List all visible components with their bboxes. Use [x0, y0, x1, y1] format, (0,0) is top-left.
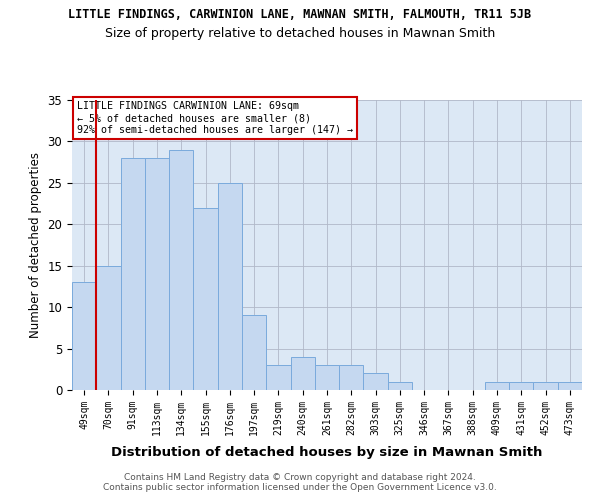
Bar — [339, 365, 364, 390]
Bar — [72, 282, 96, 390]
Bar — [485, 382, 509, 390]
Text: Contains HM Land Registry data © Crown copyright and database right 2024.
Contai: Contains HM Land Registry data © Crown c… — [103, 473, 497, 492]
Bar — [315, 365, 339, 390]
Text: LITTLE FINDINGS, CARWINION LANE, MAWNAN SMITH, FALMOUTH, TR11 5JB: LITTLE FINDINGS, CARWINION LANE, MAWNAN … — [68, 8, 532, 20]
Bar — [509, 382, 533, 390]
Bar — [193, 208, 218, 390]
Bar — [218, 183, 242, 390]
Bar — [169, 150, 193, 390]
X-axis label: Distribution of detached houses by size in Mawnan Smith: Distribution of detached houses by size … — [112, 446, 542, 459]
Bar — [266, 365, 290, 390]
Y-axis label: Number of detached properties: Number of detached properties — [29, 152, 42, 338]
Bar — [558, 382, 582, 390]
Text: Size of property relative to detached houses in Mawnan Smith: Size of property relative to detached ho… — [105, 28, 495, 40]
Text: LITTLE FINDINGS CARWINION LANE: 69sqm
← 5% of detached houses are smaller (8)
92: LITTLE FINDINGS CARWINION LANE: 69sqm ← … — [77, 102, 353, 134]
Bar — [290, 357, 315, 390]
Bar — [121, 158, 145, 390]
Bar — [364, 374, 388, 390]
Bar — [388, 382, 412, 390]
Bar — [242, 316, 266, 390]
Bar — [96, 266, 121, 390]
Bar — [145, 158, 169, 390]
Bar — [533, 382, 558, 390]
